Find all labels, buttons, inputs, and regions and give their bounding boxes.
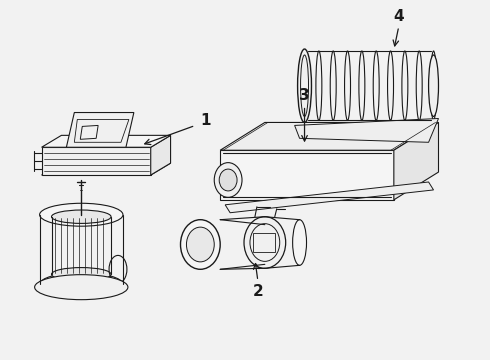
Ellipse shape (187, 227, 214, 262)
Ellipse shape (244, 217, 286, 268)
Polygon shape (394, 122, 439, 200)
Ellipse shape (214, 163, 242, 197)
Ellipse shape (402, 51, 408, 121)
Ellipse shape (416, 51, 422, 121)
Ellipse shape (359, 51, 365, 121)
Polygon shape (294, 118, 439, 142)
Ellipse shape (219, 169, 237, 191)
Text: 2: 2 (252, 284, 263, 299)
Ellipse shape (344, 51, 350, 121)
Ellipse shape (40, 203, 123, 226)
Text: 3: 3 (299, 88, 310, 103)
Ellipse shape (35, 275, 128, 300)
Ellipse shape (301, 51, 308, 121)
Ellipse shape (180, 220, 220, 269)
Ellipse shape (330, 51, 336, 121)
Polygon shape (220, 122, 439, 150)
Ellipse shape (51, 210, 111, 224)
Ellipse shape (293, 220, 307, 265)
Ellipse shape (51, 267, 111, 281)
Polygon shape (42, 147, 151, 175)
Polygon shape (151, 135, 171, 175)
Ellipse shape (316, 51, 322, 121)
Polygon shape (225, 182, 434, 213)
Ellipse shape (40, 273, 123, 296)
Ellipse shape (429, 55, 439, 117)
Polygon shape (220, 150, 394, 200)
Ellipse shape (297, 49, 312, 122)
Polygon shape (42, 163, 171, 175)
Polygon shape (66, 113, 134, 147)
Ellipse shape (373, 51, 379, 121)
Polygon shape (42, 135, 171, 147)
Ellipse shape (388, 51, 393, 121)
Text: 4: 4 (393, 9, 404, 24)
Text: 1: 1 (200, 113, 211, 128)
Ellipse shape (431, 51, 437, 121)
